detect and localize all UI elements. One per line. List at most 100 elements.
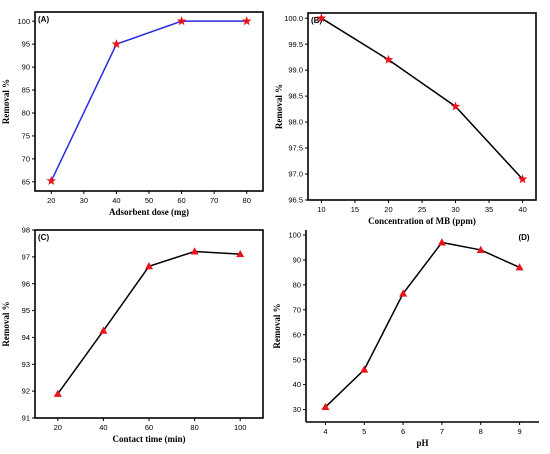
series-line	[57, 250, 241, 395]
y-tick-label: 92	[22, 387, 30, 396]
panel-label: (B)	[311, 16, 322, 25]
y-tick-label: 98	[22, 226, 30, 235]
chart-panel-1: 20 30 40 50 60 70 80 65 70 75 80 85 90 95 100 Adsorbent…	[1, 11, 264, 217]
y-tick-label: 40	[293, 380, 301, 389]
y-tick-label: 97.0	[288, 170, 303, 179]
y-tick-label: 97.5	[288, 144, 303, 153]
series-line	[321, 17, 524, 180]
x-tick-label: 25	[418, 205, 426, 214]
chart-panel-4: 4 5 6 7 8 9 30 40 50 60 70 80 90 100 pH Removal % (D)	[272, 230, 539, 448]
x-tick-label: 15	[351, 205, 359, 214]
y-tick-label: 96	[22, 279, 30, 288]
data-point-triangle	[399, 289, 408, 297]
y-tick-label: 60	[293, 330, 301, 339]
data-point-triangle	[360, 365, 369, 373]
y-tick-label: 93	[22, 360, 30, 369]
y-tick-label: 91	[22, 414, 30, 423]
y-tick-label: 94	[22, 333, 30, 342]
data-point-triangle	[236, 249, 245, 258]
panel-label: (A)	[38, 15, 49, 24]
series-line	[324, 241, 520, 408]
data-point-triangle	[99, 326, 108, 334]
x-tick-label: 30	[451, 205, 459, 214]
x-tick-label: 8	[479, 427, 483, 436]
y-tick-label: 70	[22, 154, 30, 163]
x-tick-label: 60	[145, 423, 153, 432]
data-point-triangle	[515, 263, 524, 271]
y-tick-label: 95	[22, 306, 30, 315]
data-point-star	[241, 16, 252, 26]
x-tick-label: 35	[485, 205, 493, 214]
x-tick-label: 30	[80, 196, 88, 205]
y-tick-label: 98.5	[288, 92, 303, 101]
x-axis-label: Adsorbent dose (mg)	[109, 207, 189, 217]
y-tick-label: 80	[22, 109, 30, 118]
x-tick-label: 70	[210, 196, 218, 205]
y-tick-label: 80	[293, 280, 301, 289]
y-tick-label: 70	[293, 305, 301, 314]
x-tick-label: 40	[99, 423, 107, 432]
x-tick-label: 5	[362, 427, 366, 436]
y-axis-label: Removal %	[1, 301, 11, 346]
plot-frame	[34, 229, 264, 419]
x-tick-label: 80	[243, 196, 251, 205]
x-tick-label: 10	[317, 205, 325, 214]
x-tick-label: 20	[384, 205, 392, 214]
data-point-triangle	[321, 402, 330, 411]
x-tick-label: 40	[518, 205, 526, 214]
y-tick-label: 100	[17, 17, 30, 26]
data-point-triangle	[437, 238, 446, 246]
y-tick-label: 97	[22, 252, 30, 261]
data-point-star	[46, 175, 57, 185]
x-tick-label: 20	[54, 423, 62, 432]
data-point-triangle	[53, 389, 62, 397]
x-tick-label: 20	[47, 196, 55, 205]
plot-frame	[307, 12, 537, 201]
data-point-triangle	[476, 245, 485, 253]
x-tick-label: 50	[145, 196, 153, 205]
y-tick-label: 100	[288, 231, 301, 240]
y-tick-label: 99.5	[288, 40, 303, 49]
y-tick-label: 90	[293, 256, 301, 265]
x-axis-label: pH	[416, 438, 428, 448]
data-point-star	[517, 174, 528, 184]
data-point-triangle	[190, 247, 199, 255]
y-tick-label: 100.0	[284, 14, 303, 23]
y-tick-label: 99.0	[288, 66, 303, 75]
y-axis-label: Removal %	[1, 79, 11, 124]
data-point-star	[316, 13, 327, 23]
chart-panel-2: 10 15 20 25 30 35 40 96.5 97.0 97.5 98.0 98.5 99.0 99…	[274, 12, 537, 226]
series-line	[50, 20, 247, 182]
y-tick-label: 98.0	[288, 118, 303, 127]
data-point-star	[176, 16, 187, 26]
data-point-star	[450, 101, 461, 111]
y-tick-label: 90	[22, 63, 30, 72]
x-tick-label: 40	[112, 196, 120, 205]
x-axis-label: Concentration of MB (ppm)	[368, 216, 476, 226]
x-tick-label: 80	[190, 423, 198, 432]
y-tick-label: 75	[22, 132, 30, 141]
x-tick-label: 7	[440, 427, 444, 436]
y-axis-label: Removal %	[272, 303, 282, 348]
panel-label: (D)	[518, 233, 529, 242]
y-tick-label: 95	[22, 40, 30, 49]
y-tick-label: 50	[293, 355, 301, 364]
x-tick-label: 6	[401, 427, 405, 436]
x-tick-label: 100	[234, 423, 247, 432]
data-point-triangle	[145, 262, 153, 270]
chart-panel-3: 20 40 60 80 100 91 92 93 94 95 96 97 98 Contact time …	[1, 226, 264, 444]
x-tick-label: 9	[517, 427, 521, 436]
x-axis-label: Contact time (min)	[113, 434, 186, 444]
y-tick-label: 65	[22, 177, 30, 186]
y-tick-label: 85	[22, 86, 30, 95]
data-point-star	[383, 54, 394, 64]
x-tick-label: 60	[177, 196, 185, 205]
y-axis-label: Removal %	[274, 84, 284, 129]
y-tick-label: 30	[293, 405, 301, 414]
x-tick-label: 4	[323, 427, 327, 436]
panel-label: (C)	[38, 233, 49, 242]
data-point-star	[111, 39, 122, 49]
y-tick-label: 96.5	[288, 196, 303, 205]
plot-frame	[34, 11, 264, 192]
